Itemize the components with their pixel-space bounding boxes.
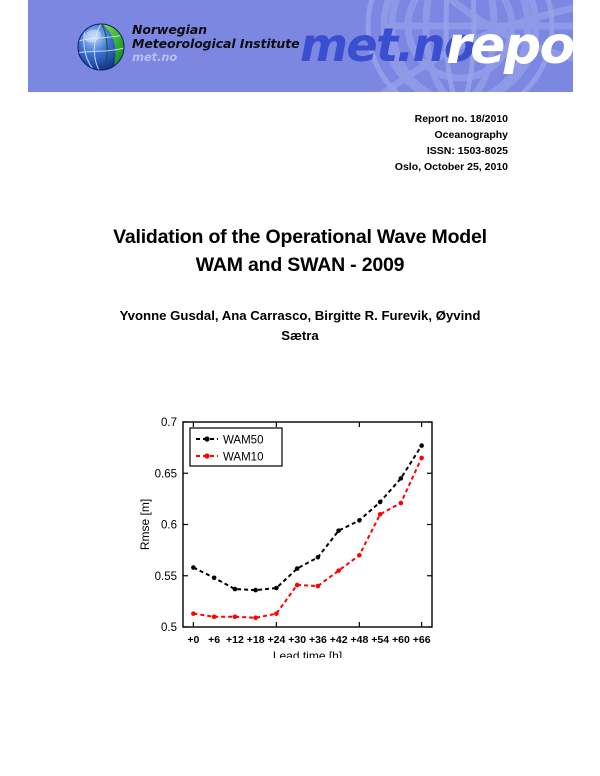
series-marker-wam10 [294, 582, 300, 588]
author-list-line2: Sætra [281, 327, 319, 343]
series-marker-wam10 [357, 552, 362, 558]
series-marker-wam10 [315, 583, 321, 589]
institute-domain: met.no [132, 50, 178, 64]
x-axis-title: Lead time [h] [273, 649, 342, 658]
page-title-line2: WAM and SWAN - 2009 [195, 253, 405, 276]
brand-metno-text: met.no [300, 18, 475, 72]
series-marker-wam10 [377, 511, 383, 517]
series-marker-wam10 [211, 614, 217, 620]
x-axis-tick-label: +42 [330, 634, 348, 646]
x-axis-tick-label: +24 [267, 634, 285, 646]
x-axis-tick-label: +60 [392, 634, 410, 646]
x-axis-tick-label: +30 [288, 634, 306, 646]
chart-canvas: 0.50.550.60.650.7+0 +6 +12 +18 +24 +30 +36 +42 +… [138, 417, 433, 658]
chart-legend [189, 427, 283, 467]
legend-label-wam10: WAM10 [223, 452, 263, 464]
author-list: Yvonne Gusdal, Ana Carrasco, Birgitte R.… [70, 306, 530, 346]
series-marker-wam10 [336, 568, 341, 573]
page-title-line1: Validation of the Operational Wave Model [113, 226, 487, 248]
series-marker-wam10 [419, 455, 424, 461]
series-marker-wam10 [398, 500, 404, 506]
series-marker-wam50 [377, 499, 383, 505]
series-marker-wam50 [357, 518, 362, 523]
x-axis-tick-label: +12 [226, 634, 244, 646]
report-subject: Oceanography [434, 128, 508, 141]
institute-name: Norwegian Meteorological Institute met.n… [132, 22, 300, 64]
series-marker-wam50 [191, 565, 196, 570]
legend-marker-wam50 [204, 436, 210, 442]
y-axis-tick-label: 0.6 [161, 520, 177, 532]
series-marker-wam50 [336, 528, 341, 533]
series-marker-wam50 [211, 575, 217, 581]
series-marker-wam50 [315, 555, 321, 560]
rmse-lead-time-chart: 0.5 0.55 0.6 0.65 0.7 +0 +6 +12 +18 +24 +30 +36 +42 +… [135, 408, 445, 658]
series-marker-wam10 [191, 611, 196, 616]
series-marker-wam10 [253, 615, 258, 621]
series-line-wam10 [193, 457, 423, 619]
report-issn: ISSN: 1503-8025 [426, 144, 508, 157]
metno-globe-leaf-logo-icon [77, 23, 125, 71]
legend-marker-wam10 [204, 453, 210, 459]
series-marker-wam10 [274, 611, 279, 616]
report-place-date: Oslo, October 25, 2010 [394, 160, 508, 173]
series-line-wam50 [192, 445, 423, 592]
report-number: Report no. 18/2010 [414, 113, 508, 125]
x-axis-tick-label: +36 [309, 634, 327, 646]
x-axis-tick-label: +0 [187, 634, 199, 646]
series-marker-wam50 [274, 585, 279, 591]
series-marker-wam50 [294, 566, 300, 571]
y-axis-tick-label: 0.65 [155, 468, 177, 480]
institute-name-line1: Norwegian [132, 22, 207, 37]
series-marker-wam50 [253, 587, 258, 593]
y-axis-tick-label: 0.5 [161, 622, 177, 634]
x-axis-tick-label: +6 [208, 634, 220, 646]
y-axis-tick-label: 0.7 [161, 417, 177, 429]
y-axis-title: Rmse [m] [138, 499, 152, 550]
brand-report-text: report [446, 16, 573, 76]
series-marker-wam10 [232, 614, 238, 620]
x-axis-tick-label: +54 [371, 634, 389, 646]
author-list-line1: Yvonne Gusdal, Ana Carrasco, Birgitte R.… [119, 308, 481, 323]
x-axis-tick-label: +48 [350, 634, 368, 646]
x-axis-tick-label: +18 [247, 634, 265, 646]
series-marker-wam50 [232, 586, 238, 592]
x-axis-tick-label: +66 [413, 634, 431, 646]
series-marker-wam50 [398, 476, 404, 481]
series-marker-wam50 [419, 443, 424, 448]
y-axis-tick-label: 0.55 [155, 571, 177, 583]
institute-name-line2: Meteorological Institute [132, 36, 300, 51]
report-header-banner: Norwegian Meteorological Institute met.n… [28, 0, 573, 92]
report-metadata-block: Report no. 18/2010 Oceanography ISSN: 15… [248, 112, 508, 176]
legend-label-wam50: WAM50 [223, 435, 263, 447]
page-title: Validation of the Operational Wave Model… [60, 224, 540, 279]
